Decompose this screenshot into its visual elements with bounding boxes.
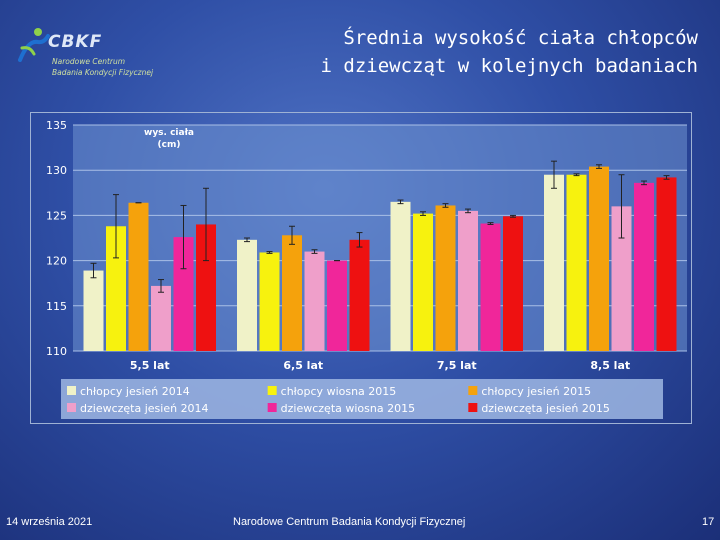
bar xyxy=(503,216,523,351)
bar xyxy=(566,174,587,351)
legend-label: chłopcy wiosna 2015 xyxy=(281,385,397,398)
bar xyxy=(237,239,257,351)
y-tick-label: 135 xyxy=(46,119,67,132)
y-tick-label: 125 xyxy=(46,209,67,222)
legend-label: dziewczęta jesień 2015 xyxy=(481,402,610,415)
legend-label: chłopcy jesień 2015 xyxy=(481,385,591,398)
bar xyxy=(173,237,194,351)
x-tick-label: 5,5 lat xyxy=(130,359,170,372)
bar xyxy=(327,260,347,351)
bar xyxy=(196,224,216,351)
bar xyxy=(128,202,149,351)
logo-subtitle-line2: Badania Kondycji Fizycznej xyxy=(52,68,154,77)
bar xyxy=(106,226,126,351)
y-axis-label: wys. ciała xyxy=(144,128,194,138)
logo-name: CBKF xyxy=(48,32,103,52)
y-tick-label: 120 xyxy=(46,255,67,268)
bar xyxy=(634,182,654,351)
y-axis-label: (cm) xyxy=(158,140,181,150)
x-tick-label: 6,5 lat xyxy=(283,359,323,372)
y-tick-label: 115 xyxy=(46,300,67,313)
bar xyxy=(304,251,325,351)
bar xyxy=(349,239,370,351)
y-tick-label: 110 xyxy=(46,345,67,358)
x-tick-label: 8,5 lat xyxy=(590,359,630,372)
legend-swatch xyxy=(67,403,76,412)
bar xyxy=(83,270,104,351)
bar xyxy=(282,235,302,351)
footer-page-number: 17 xyxy=(702,516,715,528)
bar xyxy=(656,177,677,351)
logo: CBKF Narodowe Centrum Badania Kondycji F… xyxy=(12,24,172,88)
footer-date: 14 września 2021 xyxy=(6,516,93,528)
slide-title-line2: i dziewcząt w kolejnych badaniach xyxy=(320,55,699,77)
logo-subtitle-line1: Narodowe Centrum xyxy=(52,57,126,66)
bar xyxy=(151,285,171,351)
runner-logo-icon xyxy=(18,28,50,62)
legend-swatch xyxy=(267,386,277,395)
legend-swatch xyxy=(267,403,277,412)
legend-swatch xyxy=(468,386,478,395)
legend-label: dziewczęta jesień 2014 xyxy=(80,402,209,415)
bar xyxy=(435,205,456,351)
bar xyxy=(544,174,564,351)
legend-label: chłopcy jesień 2014 xyxy=(80,385,190,398)
bar xyxy=(413,213,433,351)
bar xyxy=(480,223,501,351)
legend-box xyxy=(61,379,663,419)
y-tick-label: 130 xyxy=(46,164,67,177)
legend-swatch xyxy=(67,386,76,395)
bar xyxy=(259,252,280,351)
legend-swatch xyxy=(468,403,478,412)
legend-label: dziewczęta wiosna 2015 xyxy=(281,402,415,415)
bar-chart: 110 115 120 125 130 135 wys. ciała (cm) 5,5 lat 6… xyxy=(46,119,687,419)
slide-title: Średnia wysokość ciała chłopców i dziewc… xyxy=(258,24,699,80)
bar xyxy=(458,210,478,351)
chart-frame: 110 115 120 125 130 135 wys. ciała (cm) 5,5 lat 6… xyxy=(30,112,692,424)
slide-title-line1: Średnia wysokość ciała chłopców xyxy=(343,27,698,49)
bar xyxy=(390,201,411,351)
bar xyxy=(611,206,632,351)
bar xyxy=(589,166,609,351)
x-tick-label: 7,5 lat xyxy=(437,359,477,372)
footer-organization: Narodowe Centrum Badania Kondycji Fizycz… xyxy=(233,516,466,528)
